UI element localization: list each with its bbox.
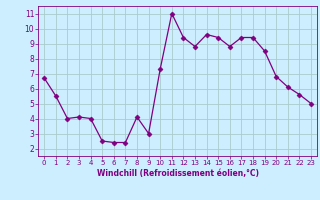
X-axis label: Windchill (Refroidissement éolien,°C): Windchill (Refroidissement éolien,°C) [97, 169, 259, 178]
